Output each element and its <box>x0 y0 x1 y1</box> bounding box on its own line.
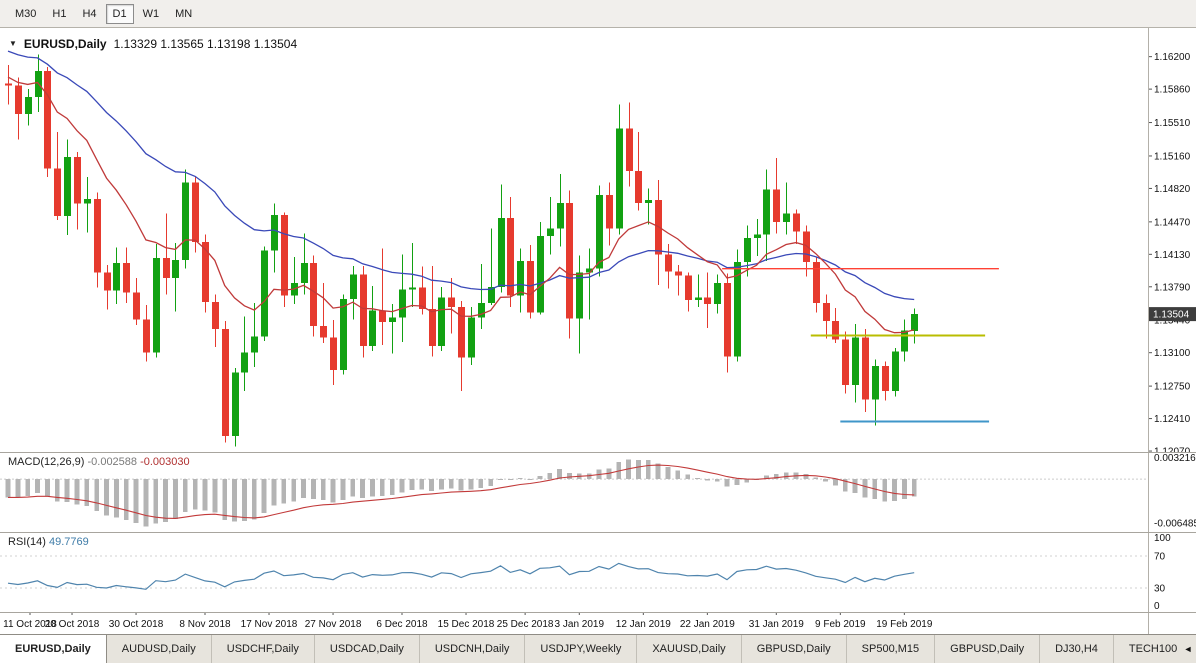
svg-text:1.15860: 1.15860 <box>1154 85 1191 96</box>
svg-text:1.15160: 1.15160 <box>1154 151 1191 162</box>
svg-text:6 Dec 2018: 6 Dec 2018 <box>376 619 428 630</box>
svg-text:27 Nov 2018: 27 Nov 2018 <box>305 619 362 630</box>
svg-text:30: 30 <box>1154 584 1166 595</box>
chart-title: ▼ EURUSD,Daily 1.13329 1.13565 1.13198 1… <box>9 37 297 51</box>
timeframe-button-h4[interactable]: H4 <box>82 7 97 20</box>
rsi-line <box>7 562 915 590</box>
symbol-label: EURUSD,Daily <box>23 37 107 51</box>
svg-text:1.16200: 1.16200 <box>1154 52 1191 63</box>
svg-text:1.12410: 1.12410 <box>1154 414 1191 425</box>
tab-usdcad-daily[interactable]: USDCAD,Daily <box>315 635 420 663</box>
svg-text:9 Feb 2019: 9 Feb 2019 <box>815 619 866 630</box>
tabs-scroll-left-icon[interactable]: ◄ <box>1180 635 1196 663</box>
tab-gbpusd-daily[interactable]: GBPUSD,Daily <box>935 635 1041 663</box>
svg-text:1.13790: 1.13790 <box>1154 282 1191 293</box>
timeframe-button-d1[interactable]: D1 <box>105 3 134 24</box>
rsi-value: 49.7769 <box>48 536 89 548</box>
macd-signal-line <box>8 464 915 519</box>
svg-text:1.13440: 1.13440 <box>1154 316 1191 327</box>
svg-text:8 Nov 2018: 8 Nov 2018 <box>179 619 231 630</box>
timeframe-button-mn[interactable]: MN <box>175 7 193 20</box>
svg-text:22 Jan 2019: 22 Jan 2019 <box>680 619 735 630</box>
ma-fast-red <box>7 76 915 334</box>
ohlc-values: 1.13329 1.13565 1.13198 1.13504 <box>113 37 298 51</box>
svg-text:30 Oct 2018: 30 Oct 2018 <box>109 619 164 630</box>
svg-text:31 Jan 2019: 31 Jan 2019 <box>749 619 804 630</box>
timeframe-button-h1[interactable]: H1 <box>52 7 67 20</box>
tab-usdcnh-daily[interactable]: USDCNH,Daily <box>420 635 526 663</box>
svg-text:11 Oct 2018: 11 Oct 2018 <box>3 619 57 630</box>
svg-text:1.15510: 1.15510 <box>1154 118 1191 129</box>
svg-text:3 Jan 2019: 3 Jan 2019 <box>555 619 605 630</box>
svg-text:0.003216: 0.003216 <box>1154 453 1196 464</box>
chart-tab-bar: EURUSD,Daily AUDUSD,Daily USDCHF,Daily USDC… <box>0 634 1196 663</box>
macd-label: MACD(12,26,9) -0.002588 -0.003030 <box>8 456 190 468</box>
svg-text:1.12750: 1.12750 <box>1154 382 1191 393</box>
rsi-panel-canvas[interactable]: 100 70 30 0 <box>0 532 1196 612</box>
main-chart-canvas[interactable]: 1.16200 1.15860 1.15510 1.15160 1.14820 1.144… <box>0 28 1196 452</box>
timeframe-button-m30[interactable]: M30 <box>15 7 37 20</box>
svg-text:19 Feb 2019: 19 Feb 2019 <box>876 619 933 630</box>
symbol-dropdown-icon[interactable]: ▼ <box>9 39 17 48</box>
tab-usdjpy-weekly[interactable]: USDJPY,Weekly <box>525 635 638 663</box>
tab-dj30-h4[interactable]: DJ30,H4 <box>1040 635 1114 663</box>
candles <box>5 54 918 447</box>
macd-histogram <box>5 459 917 527</box>
timeframe-toolbar: M30 H1 H4 D1 W1 MN <box>0 0 1196 28</box>
svg-text:1.14820: 1.14820 <box>1154 184 1191 195</box>
tab-usdchf-daily[interactable]: USDCHF,Daily <box>212 635 315 663</box>
svg-text:17 Nov 2018: 17 Nov 2018 <box>241 619 298 630</box>
svg-text:20 Oct 2018: 20 Oct 2018 <box>45 619 100 630</box>
timeframe-button-w1[interactable]: W1 <box>142 7 160 20</box>
rsi-label: RSI(14) 49.7769 <box>8 536 89 548</box>
current-price-badge: 1.13504 <box>1149 307 1196 322</box>
tab-eurusd-daily[interactable]: EURUSD,Daily <box>0 635 107 663</box>
tab-xauusd-daily[interactable]: XAUUSD,Daily <box>637 635 742 663</box>
tab-audusd-daily[interactable]: AUDUSD,Daily <box>107 635 212 663</box>
rsi-panel-divider[interactable] <box>0 532 1196 533</box>
price-axis-separator <box>1148 28 1149 634</box>
svg-text:0: 0 <box>1154 601 1160 612</box>
svg-text:1.14470: 1.14470 <box>1154 217 1191 228</box>
svg-text:1.14130: 1.14130 <box>1154 250 1191 261</box>
svg-text:1.12070: 1.12070 <box>1154 447 1191 452</box>
svg-text:100: 100 <box>1154 533 1171 544</box>
svg-text:15 Dec 2018: 15 Dec 2018 <box>438 619 495 630</box>
macd-panel-canvas[interactable]: 0.003216 -0.006485 <box>0 452 1196 532</box>
svg-text:-0.006485: -0.006485 <box>1154 519 1196 530</box>
tab-sp500-m15[interactable]: SP500,M15 <box>847 635 936 663</box>
svg-text:1.13100: 1.13100 <box>1154 348 1191 359</box>
svg-text:70: 70 <box>1154 552 1166 563</box>
svg-text:25 Dec 2018: 25 Dec 2018 <box>497 619 554 630</box>
price-axis[interactable]: 1.16200 1.15860 1.15510 1.15160 1.14820 1.144… <box>1148 52 1191 452</box>
date-axis-divider <box>0 612 1196 613</box>
macd-main-value: -0.002588 <box>87 456 138 468</box>
svg-text:1.13504: 1.13504 <box>1153 310 1190 321</box>
macd-signal-value: -0.003030 <box>140 456 190 468</box>
macd-name: MACD(12,26,9) <box>8 456 85 468</box>
tab-gbpusd-daily[interactable]: GBPUSD,Daily <box>742 635 847 663</box>
svg-text:12 Jan 2019: 12 Jan 2019 <box>616 619 671 630</box>
ma-slow-blue <box>7 50 915 301</box>
macd-panel-divider[interactable] <box>0 452 1196 453</box>
rsi-name: RSI(14) <box>8 536 46 548</box>
